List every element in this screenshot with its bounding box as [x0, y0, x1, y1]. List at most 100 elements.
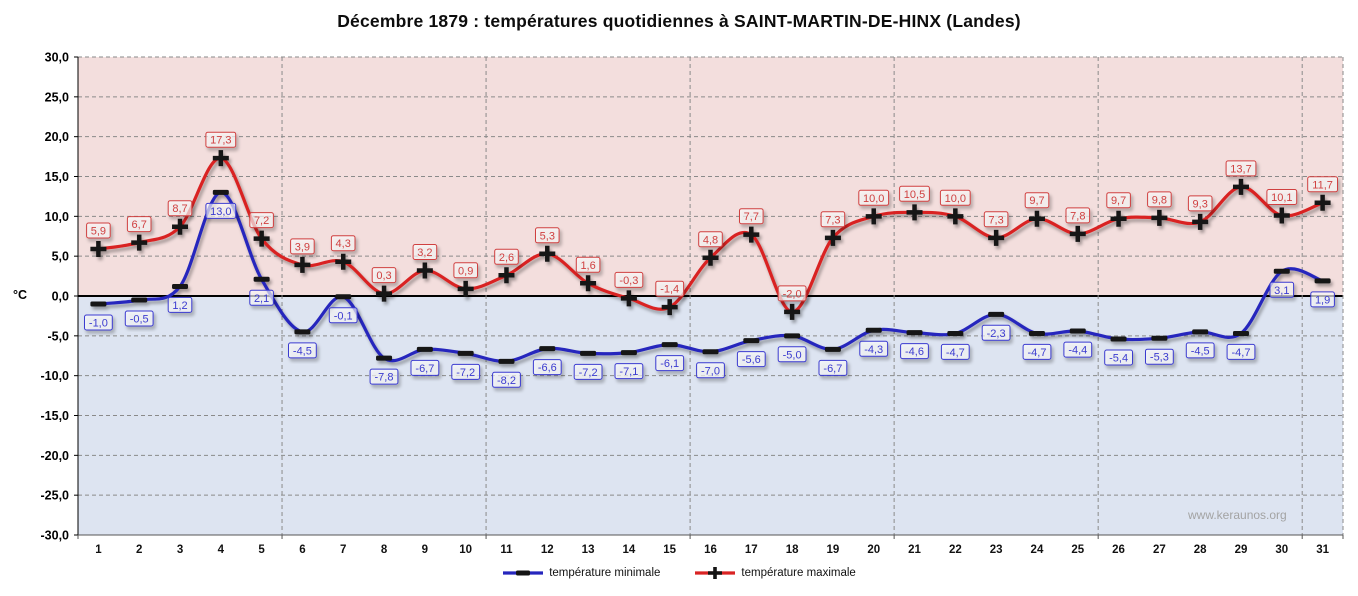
svg-text:7,8: 7,8 — [1070, 210, 1085, 222]
svg-text:7: 7 — [340, 544, 346, 556]
svg-text:26: 26 — [1112, 544, 1125, 556]
svg-text:9: 9 — [422, 544, 428, 556]
svg-text:31: 31 — [1316, 544, 1329, 556]
svg-text:9,3: 9,3 — [1193, 198, 1208, 210]
svg-text:10: 10 — [459, 544, 472, 556]
svg-text:-7,0: -7,0 — [701, 365, 720, 377]
svg-text:-1,4: -1,4 — [660, 284, 679, 296]
svg-text:13,0: 13,0 — [210, 206, 231, 218]
svg-text:-10,0: -10,0 — [41, 369, 70, 383]
svg-text:7,3: 7,3 — [988, 214, 1003, 226]
svg-text:-6,1: -6,1 — [660, 358, 679, 370]
svg-text:1,6: 1,6 — [580, 260, 595, 272]
svg-text:29: 29 — [1235, 544, 1248, 556]
svg-text:-4,5: -4,5 — [293, 345, 312, 357]
svg-text:1,9: 1,9 — [1315, 294, 1330, 306]
svg-text:8,7: 8,7 — [172, 203, 187, 215]
svg-text:3: 3 — [177, 544, 183, 556]
svg-text:10,1: 10,1 — [1271, 192, 1292, 204]
svg-text:1: 1 — [95, 544, 102, 556]
chart-title: Décembre 1879 : températures quotidienne… — [337, 11, 1021, 31]
svg-text:9,7: 9,7 — [1029, 195, 1044, 207]
svg-text:30: 30 — [1275, 544, 1288, 556]
svg-text:0,0: 0,0 — [52, 290, 69, 304]
svg-text:24: 24 — [1031, 544, 1044, 556]
svg-text:3,1: 3,1 — [1274, 285, 1289, 297]
svg-text:2: 2 — [136, 544, 142, 556]
svg-text:-7,2: -7,2 — [579, 367, 598, 379]
svg-text:30,0: 30,0 — [45, 51, 69, 65]
svg-text:19: 19 — [827, 544, 840, 556]
svg-text:5: 5 — [258, 544, 265, 556]
svg-text:18: 18 — [786, 544, 799, 556]
svg-text:10,5: 10,5 — [904, 189, 925, 201]
legend-min-line-icon — [503, 570, 544, 576]
svg-text:-0,5: -0,5 — [130, 314, 149, 326]
svg-text:17,3: 17,3 — [210, 135, 231, 147]
legend-min-label: température minimale — [549, 567, 661, 579]
svg-text:8: 8 — [381, 544, 388, 556]
svg-text:-0,1: -0,1 — [334, 310, 353, 322]
chart-legend: température minimale température maximal… — [0, 566, 1358, 580]
svg-text:-4,5: -4,5 — [1191, 345, 1210, 357]
svg-text:-0,3: -0,3 — [619, 275, 638, 287]
svg-text:-4,6: -4,6 — [905, 346, 924, 358]
svg-text:6: 6 — [299, 544, 305, 556]
svg-text:-25,0: -25,0 — [41, 489, 70, 503]
svg-text:4,3: 4,3 — [336, 238, 351, 250]
svg-text:-2,0: -2,0 — [783, 288, 802, 300]
svg-text:-5,0: -5,0 — [783, 349, 802, 361]
svg-text:-4,7: -4,7 — [1232, 347, 1251, 359]
svg-text:3,9: 3,9 — [295, 241, 310, 253]
svg-text:-5,4: -5,4 — [1109, 353, 1128, 365]
svg-text:3,2: 3,2 — [417, 247, 432, 259]
y-axis-unit-label: °C — [13, 288, 28, 302]
svg-text:12: 12 — [541, 544, 554, 556]
svg-text:-30,0: -30,0 — [41, 529, 70, 543]
svg-text:-1,0: -1,0 — [89, 318, 108, 330]
legend-item-min: température minimale — [502, 566, 660, 580]
svg-text:-6,6: -6,6 — [538, 362, 557, 374]
svg-text:13,7: 13,7 — [1230, 163, 1251, 175]
svg-text:5,9: 5,9 — [91, 226, 106, 238]
legend-item-max: température maximale — [694, 566, 856, 580]
svg-text:-4,7: -4,7 — [946, 347, 965, 359]
svg-text:10,0: 10,0 — [45, 210, 69, 224]
svg-text:16: 16 — [704, 544, 717, 556]
svg-text:-5,0: -5,0 — [47, 329, 69, 343]
svg-text:28: 28 — [1194, 544, 1207, 556]
legend-max-label: température maximale — [741, 567, 856, 579]
svg-text:22: 22 — [949, 544, 962, 556]
svg-text:5,0: 5,0 — [52, 250, 69, 264]
svg-text:20: 20 — [867, 544, 880, 556]
watermark: www.keraunos.org — [1188, 508, 1287, 522]
svg-text:9,7: 9,7 — [1111, 195, 1126, 207]
svg-text:5,3: 5,3 — [540, 230, 555, 242]
svg-text:-5,3: -5,3 — [1150, 352, 1169, 364]
svg-text:27: 27 — [1153, 544, 1166, 556]
svg-text:-7,1: -7,1 — [619, 366, 638, 378]
svg-text:13: 13 — [582, 544, 595, 556]
svg-text:-6,7: -6,7 — [415, 363, 434, 375]
svg-text:-4,3: -4,3 — [864, 344, 883, 356]
svg-text:25,0: 25,0 — [45, 90, 69, 104]
svg-text:-20,0: -20,0 — [41, 449, 70, 463]
svg-text:-5,6: -5,6 — [742, 354, 761, 366]
svg-text:4,8: 4,8 — [703, 234, 718, 246]
svg-text:-7,8: -7,8 — [375, 372, 394, 384]
svg-text:-7,2: -7,2 — [456, 367, 475, 379]
svg-text:21: 21 — [908, 544, 921, 556]
svg-text:-6,7: -6,7 — [823, 363, 842, 375]
svg-text:-2,3: -2,3 — [987, 328, 1006, 340]
legend-max-line-icon — [695, 567, 736, 579]
svg-text:11,7: 11,7 — [1312, 179, 1333, 191]
svg-text:11: 11 — [500, 544, 513, 556]
svg-text:-15,0: -15,0 — [41, 409, 70, 423]
svg-text:15: 15 — [663, 544, 676, 556]
svg-text:0,3: 0,3 — [376, 270, 391, 282]
svg-text:10,0: 10,0 — [863, 193, 884, 205]
svg-text:7,7: 7,7 — [744, 211, 759, 223]
svg-text:2,6: 2,6 — [499, 252, 514, 264]
svg-text:20,0: 20,0 — [45, 130, 69, 144]
